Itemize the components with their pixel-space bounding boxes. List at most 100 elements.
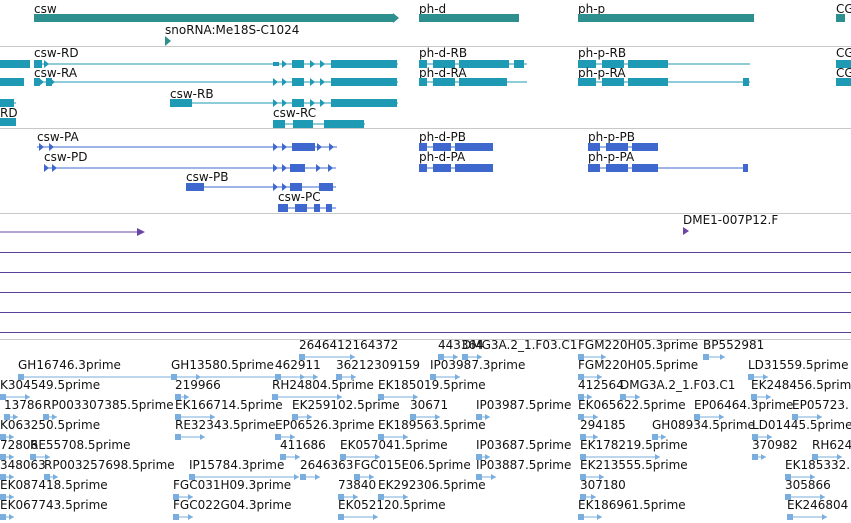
gene-ph-d-glyph [419,14,519,22]
est-55-label: 307180 [580,478,626,492]
track-separator [0,213,851,214]
est-3-label: FGM220H05.3prime [578,338,699,352]
est-33-glyph [652,434,666,440]
est-36-glyph [30,454,50,460]
protein-csw-pd-glyph [44,164,336,172]
est-26-glyph [694,414,724,420]
est-29-label: RE32343.5prime [175,418,276,432]
est-53-label: 73840 [338,478,377,492]
est-34-glyph [752,434,772,440]
est-24-label: IP03987.5prime [476,398,572,412]
transcript-csw-rc-label: csw-RC [273,106,317,120]
est-35-label: 72806 [0,438,39,452]
est-11-glyph [748,374,768,380]
protein-csw-pc-glyph [278,204,336,212]
transcript-cg-1-label: CG [836,46,851,60]
est-28-label: K063250.5prime [0,418,101,432]
est-29-glyph [175,434,205,440]
est-11-label: LD31559.5prime [748,358,849,372]
est-58-label: FGC022G04.3prime [173,498,292,512]
transcript-ph-p-ra-glyph [578,78,750,86]
est-28-glyph [0,434,14,440]
est-54-label: EK292306.5prime [378,478,486,492]
est-37-glyph [280,454,300,460]
track-separator [0,332,851,333]
est-5-glyph [18,374,318,380]
est-52-glyph [173,494,193,500]
est-47-label: FGC015E06.5prime [354,458,471,472]
transcript-csw-rc-glyph [273,120,365,128]
est-18-glyph [751,394,771,400]
est-57-glyph [0,514,14,520]
est-2-glyph [462,354,482,360]
est-14-label: RH24804.5prime [272,378,374,392]
protein-csw-pb-label: csw-PB [186,170,229,184]
est-48-glyph [476,474,496,480]
transcript-csw-ra-glyph [34,78,398,86]
est-32-label: 294185 [580,418,626,432]
est-24-glyph [476,414,490,420]
protein-csw-pa-glyph [37,143,337,151]
est-38-glyph [340,454,380,460]
transcript-rd-edge-label: RD [0,106,18,120]
est-43-label: 348063 [0,458,46,472]
est-8-label: 36212309159 [336,358,420,372]
transcript-ph-d-ra-glyph [419,78,527,86]
est-30-label: EP06526.3prime [275,418,375,432]
est-4-glyph [703,354,725,360]
est-59-label: EK052120.5prime [338,498,446,512]
est-14-glyph [272,394,342,400]
est-25-label: EK065622.5prime [578,398,686,412]
est-49-glyph [580,474,604,480]
est-17-glyph [620,394,640,400]
est-19-glyph [4,414,18,420]
est-26-label: EP06464.3prime [694,398,794,412]
track-separator [0,46,851,47]
est-48-label: IP03887.5prime [476,458,572,472]
gene-cg-label: CG [836,2,851,16]
est-20-label: RP003307385.5prime [43,398,174,412]
est-45-label: IP15784.3prime [189,458,285,472]
est-61-glyph [787,514,827,520]
est-31-label: EK189563.5prime [378,418,486,432]
est-38-label: EK057041.5prime [340,438,448,452]
gene-snorna-label: snoRNA:Me18S-C1024 [165,23,300,37]
est-61-label: EK246804 [787,498,849,512]
gene-cg-glyph [836,14,845,22]
protein-ph-p-pa-glyph [588,164,748,172]
transcript-ph-d-rb-glyph [419,60,527,68]
protein-csw-pc-label: csw-PC [278,190,321,204]
est-30-glyph [275,434,295,440]
est-10-glyph [578,374,602,380]
est-41-glyph [752,454,766,460]
transcript-csw-rb-glyph [170,99,398,107]
est-13-glyph [175,394,189,400]
est-1-glyph [438,354,458,360]
est-16-label: 412564 [578,378,624,392]
track-separator [0,339,851,340]
est-42-label: RH624 [812,438,851,452]
transcript-ph-p-rb-label: ph-p-RB [578,46,627,60]
transcript-csw-rd-glyph [34,60,398,68]
est-27-label: EP05723. [792,398,849,412]
est-55-glyph [580,494,596,500]
est-51-glyph [0,494,14,500]
est-21-label: EK166714.5prime [175,398,283,412]
track-separator [0,292,851,293]
est-23-label: 30671 [410,398,449,412]
est-6-glyph [171,374,201,380]
est-60-label: EK186961.5prime [578,498,686,512]
transcript-rd-edge-glyph [0,118,16,126]
est-15-label: EK185019.5prime [378,378,486,392]
transcript-cg-2-label: CG [836,66,851,80]
clone-left-glyph [0,228,145,236]
est-0-label: 2646412164372 [299,338,399,352]
track-separator [0,128,851,129]
protein-csw-pa-label: csw-PA [37,130,79,144]
est-25-glyph [578,414,598,420]
est-50-glyph [785,474,815,480]
est-46-glyph [300,474,320,480]
est-56-label: 305866 [785,478,831,492]
est-20-glyph [43,414,57,420]
